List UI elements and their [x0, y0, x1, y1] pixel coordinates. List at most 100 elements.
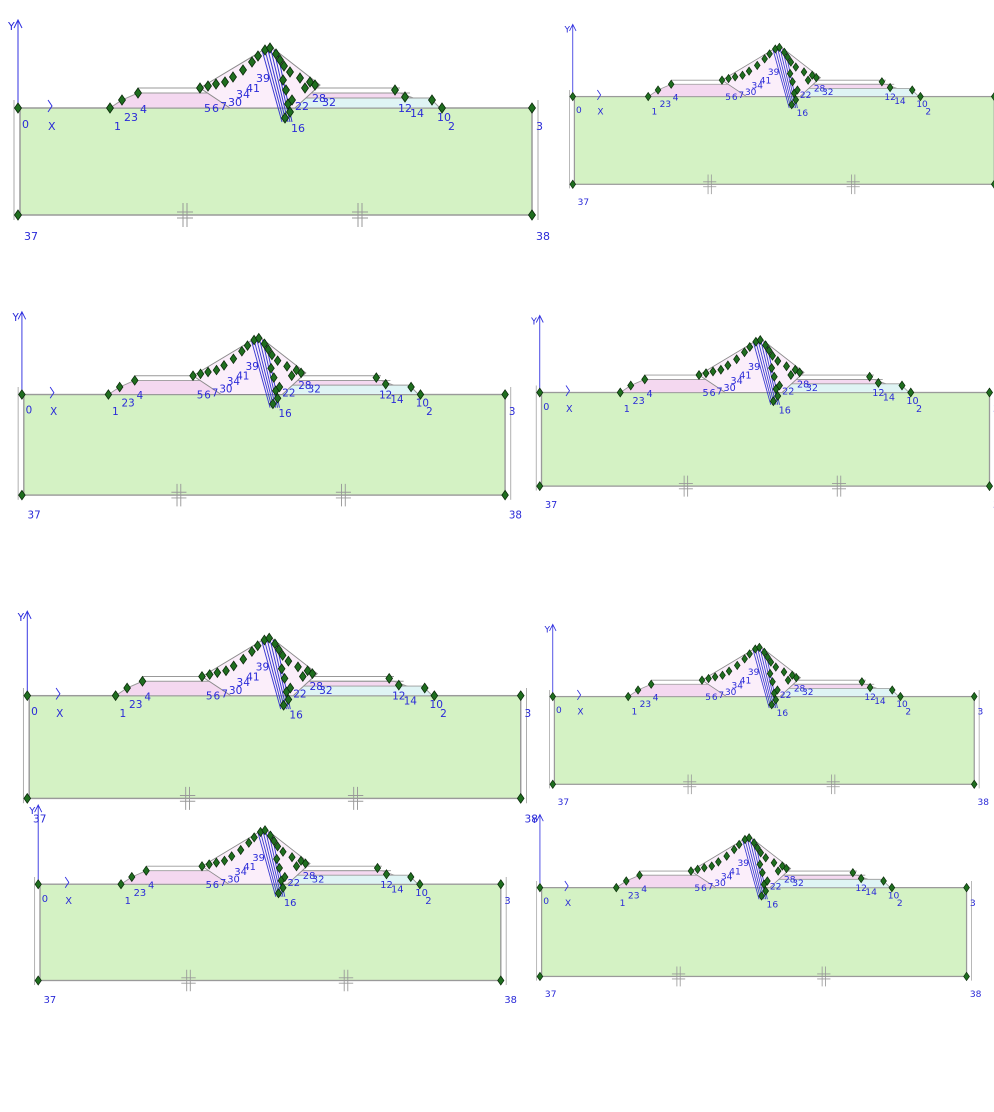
node-label: 39 [737, 859, 749, 869]
node [717, 364, 725, 375]
node [804, 75, 812, 85]
node [271, 638, 279, 650]
node [723, 851, 731, 861]
core-line [752, 341, 772, 405]
node [792, 62, 800, 72]
node [888, 685, 896, 695]
node [273, 853, 281, 865]
node-label: 37 [558, 798, 569, 808]
node [407, 381, 415, 393]
core-line [757, 648, 773, 709]
node [438, 102, 446, 114]
node-label: 37 [578, 198, 589, 208]
node [115, 381, 124, 393]
node [276, 54, 284, 66]
ground-region [28, 694, 522, 800]
node-label: 1 [624, 404, 630, 415]
fixity-symbol [826, 774, 840, 795]
node-label: 39 [768, 68, 780, 78]
node [886, 82, 894, 93]
node [212, 78, 220, 90]
node-label: 1 [114, 120, 121, 133]
node [569, 91, 577, 102]
node [14, 209, 22, 221]
node [428, 94, 436, 106]
node [730, 844, 738, 855]
node-label: 2 [440, 708, 447, 720]
node-label: 6 [204, 389, 211, 401]
node-label: 28 [797, 379, 809, 390]
axis-label: Y [7, 20, 15, 33]
node [788, 100, 795, 110]
node [34, 975, 42, 986]
axis-label: X [566, 404, 573, 415]
node [220, 360, 228, 371]
core-line [265, 831, 282, 897]
node [624, 691, 632, 702]
node [549, 779, 557, 789]
node [106, 102, 114, 114]
node [189, 370, 197, 382]
node-label: 37 [545, 990, 557, 1000]
node-label: 12 [855, 884, 867, 894]
node-label: 0 [576, 106, 582, 116]
node [286, 66, 294, 78]
node [536, 387, 544, 398]
node [294, 661, 302, 673]
node-label: 28 [298, 380, 311, 392]
node-label: 32 [322, 96, 336, 109]
node [759, 867, 766, 878]
node-label: 7 [718, 691, 724, 701]
node [297, 367, 305, 379]
x-axis-arrow [564, 880, 569, 892]
core-line [264, 49, 285, 123]
node [762, 340, 769, 351]
node-label: 2 [448, 120, 455, 133]
node-label: 28 [310, 681, 323, 693]
node [776, 380, 783, 391]
node-label: 39 [252, 853, 265, 864]
node [205, 859, 213, 870]
node-label: 4 [673, 94, 679, 104]
node-label: 6 [212, 102, 219, 115]
node [787, 370, 795, 380]
node-label: 7 [212, 387, 219, 399]
node [243, 340, 252, 351]
node [784, 675, 792, 685]
axis-label: X [48, 120, 56, 133]
core-line [762, 648, 777, 709]
node [757, 848, 765, 858]
node-label: 41 [739, 371, 751, 382]
node-label: 37 [545, 500, 557, 511]
node-label: 1 [125, 896, 131, 907]
node-label: 41 [760, 76, 771, 86]
core-line [782, 48, 797, 109]
core-line [260, 831, 279, 897]
node-label: 23 [640, 700, 651, 710]
node-label: 22 [770, 882, 782, 892]
node-label: 41 [243, 862, 256, 873]
node [694, 864, 701, 875]
node [745, 66, 753, 76]
node [781, 47, 788, 57]
node-label: 10 [916, 100, 928, 110]
node [134, 87, 142, 99]
node [746, 342, 754, 352]
node [528, 102, 536, 114]
node [616, 387, 624, 398]
node [612, 882, 620, 893]
node-label: 3 [978, 708, 984, 718]
ground-region [540, 391, 991, 487]
x-axis-arrow [55, 687, 61, 700]
node [278, 649, 287, 661]
node-label: 23 [633, 396, 645, 407]
node [764, 652, 771, 662]
node [298, 671, 307, 682]
node-label: 23 [122, 398, 135, 410]
node [138, 675, 147, 687]
core-line [742, 839, 760, 900]
node [750, 838, 758, 848]
node-label: 3 [504, 896, 510, 907]
node-label: 14 [894, 97, 906, 107]
node [622, 876, 630, 886]
